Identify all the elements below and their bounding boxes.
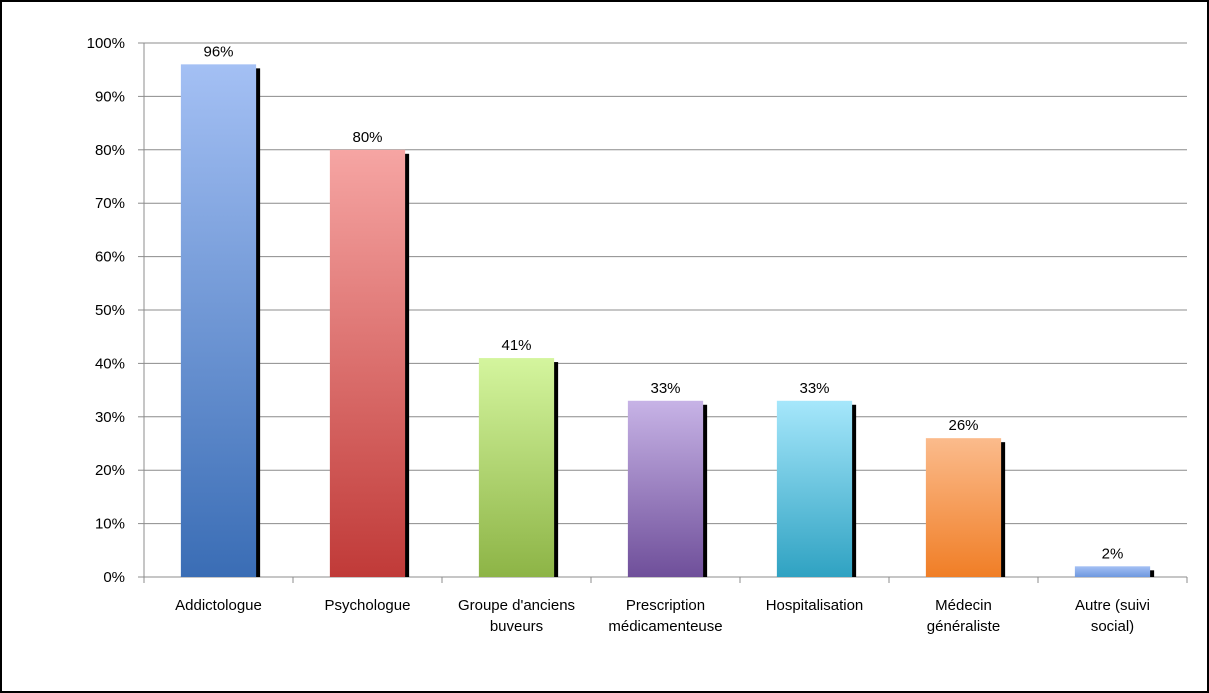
data-labels: 96% 80% 41% 33% 33% 26% 2%: [203, 43, 1123, 562]
data-label: 33%: [650, 380, 680, 397]
category-label-line: Prescription: [626, 597, 705, 614]
y-tick-label: 100%: [87, 35, 125, 52]
bar: [180, 64, 257, 578]
category-label: Prescription médicamenteuse: [608, 597, 722, 635]
y-tick-label: 30%: [95, 409, 125, 426]
y-tick-label: 10%: [95, 516, 125, 533]
y-tick-label: 50%: [95, 302, 125, 319]
category-label-line: Autre (suivi: [1075, 597, 1150, 614]
data-label: 96%: [203, 43, 233, 60]
category-label-line: Addictologue: [175, 597, 262, 614]
data-label: 80%: [352, 129, 382, 146]
category-label-line: médicamenteuse: [608, 618, 722, 635]
category-label-line: buveurs: [490, 618, 543, 635]
data-label: 41%: [501, 337, 531, 354]
y-tick-label: 60%: [95, 249, 125, 266]
y-tick-label: 90%: [95, 88, 125, 105]
category-label-line: Hospitalisation: [766, 597, 864, 614]
category-label-line: Psychologue: [325, 597, 411, 614]
bar: [776, 400, 853, 577]
category-label: Autre (suivi social): [1075, 597, 1150, 635]
category-label: Hospitalisation: [766, 597, 864, 614]
category-label: Groupe d'anciens buveurs: [458, 597, 575, 635]
y-tick-label: 80%: [95, 142, 125, 159]
bar: [1074, 566, 1151, 577]
category-labels: Addictologue Psychologue Groupe d'anciens b…: [175, 597, 1150, 635]
category-label-line: social): [1091, 618, 1134, 635]
y-tick-label: 20%: [95, 462, 125, 479]
bar: [329, 149, 406, 578]
category-label-line: Groupe d'anciens: [458, 597, 575, 614]
y-tick-label: 40%: [95, 355, 125, 372]
y-tick-label: 0%: [103, 569, 125, 586]
bar: [925, 438, 1002, 577]
category-label-line: Médecin: [935, 597, 992, 614]
bar: [627, 400, 704, 577]
data-label: 33%: [799, 380, 829, 397]
bars: [180, 64, 1155, 578]
category-label: Médecin généraliste: [927, 597, 1000, 635]
bar: [478, 358, 555, 577]
gridlines: [144, 42, 1187, 525]
category-label-line: généraliste: [927, 618, 1000, 635]
y-tick-label: 70%: [95, 195, 125, 212]
category-label: Psychologue: [325, 597, 411, 614]
category-label: Addictologue: [175, 597, 262, 614]
data-label: 2%: [1102, 545, 1124, 562]
data-label: 26%: [948, 417, 978, 434]
